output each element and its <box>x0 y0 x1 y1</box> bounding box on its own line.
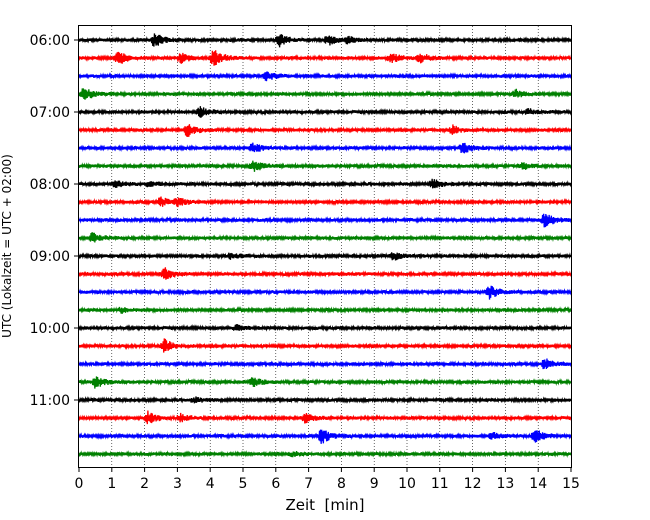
seismic-traces <box>78 33 572 459</box>
x-tick-label: 14 <box>529 476 547 492</box>
seismic-trace <box>78 376 572 389</box>
seismic-trace <box>78 71 572 82</box>
y-axis: 06:00 07:00 08:00 09:00 10:00 11:00 <box>30 33 79 409</box>
y-tick-label: 09:00 <box>30 249 70 265</box>
seismic-trace <box>78 338 572 353</box>
x-tick-label: 11 <box>431 476 449 492</box>
seismic-trace <box>78 178 572 189</box>
x-tick-label: 5 <box>239 476 248 492</box>
x-tick-label: 9 <box>370 476 379 492</box>
x-tick-label: 10 <box>398 476 416 492</box>
y-tick-label: 07:00 <box>30 105 70 121</box>
seismic-trace <box>78 124 572 137</box>
seismic-trace <box>78 196 572 208</box>
y-tick-label: 06:00 <box>30 33 70 49</box>
x-tick-label: 0 <box>75 476 84 492</box>
x-tick-label: 3 <box>173 476 182 492</box>
x-tick-label: 8 <box>337 476 346 492</box>
seismic-trace <box>78 33 572 48</box>
seismic-trace <box>78 106 572 118</box>
x-tick-label: 1 <box>107 476 116 492</box>
x-axis: 0 1 2 3 4 5 6 7 8 9 10 11 12 13 14 15 <box>75 467 580 492</box>
x-tick-label: 4 <box>206 476 215 492</box>
seismic-trace <box>78 410 572 425</box>
x-tick-label: 2 <box>140 476 149 492</box>
seismic-trace <box>78 50 572 66</box>
plot-frame <box>78 25 572 468</box>
seismic-trace <box>78 429 572 444</box>
seismic-trace <box>78 358 572 370</box>
y-tick-label: 08:00 <box>30 177 70 193</box>
seismic-trace <box>78 232 572 243</box>
x-tick-label: 15 <box>562 476 580 492</box>
seismic-trace <box>78 142 572 154</box>
x-tick-label: 6 <box>271 476 280 492</box>
seismic-trace <box>78 267 572 280</box>
x-tick-label: 7 <box>304 476 313 492</box>
seismic-trace <box>78 323 572 332</box>
x-tick-label: 12 <box>464 476 482 492</box>
y-tick-label: 10:00 <box>30 321 70 337</box>
seismic-trace <box>78 160 572 172</box>
seismic-trace <box>78 450 572 459</box>
y-tick-label: 11:00 <box>30 393 70 409</box>
seismic-trace <box>78 396 572 404</box>
seismic-trace <box>78 213 572 228</box>
y-axis-label: UTC (Lokalzeit = UTC + 02:00) <box>0 154 14 338</box>
seismic-trace <box>78 285 572 300</box>
seismic-trace <box>78 252 572 261</box>
seismic-trace <box>78 88 572 100</box>
x-axis-label: Zeit [min] <box>285 496 364 514</box>
x-tick-label: 13 <box>496 476 514 492</box>
seismic-trace <box>78 306 572 314</box>
